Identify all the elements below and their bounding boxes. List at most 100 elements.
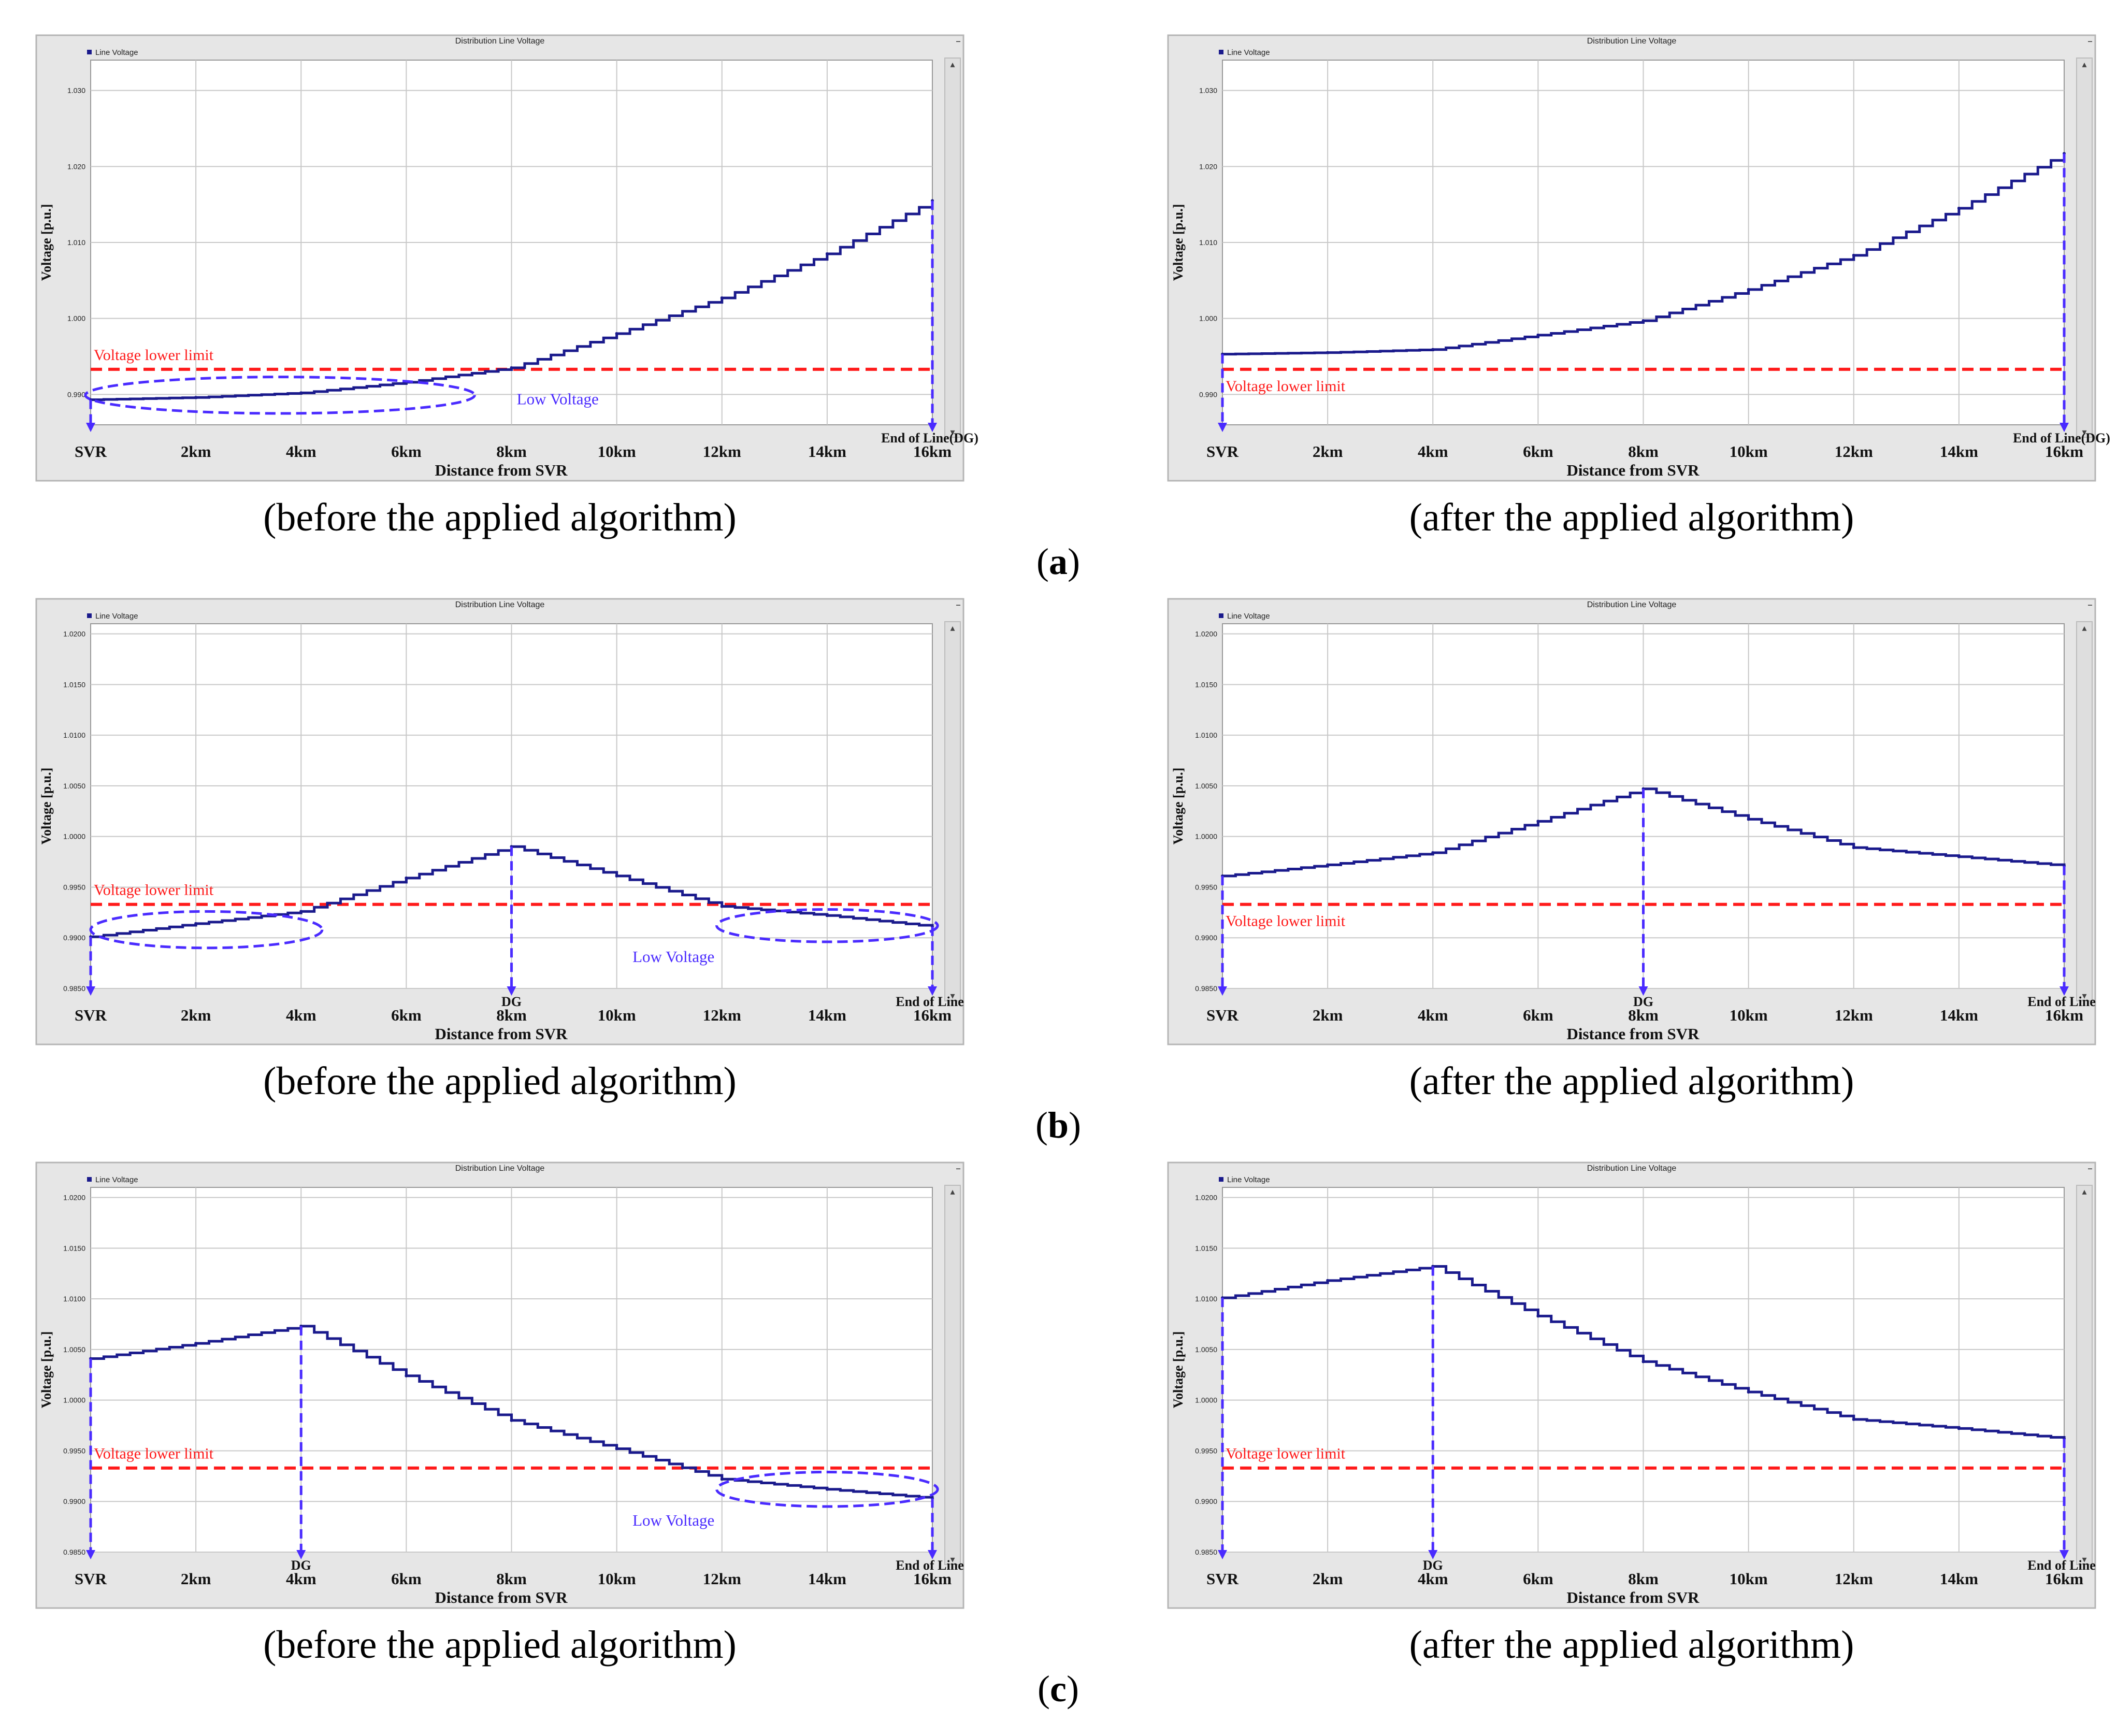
data-point [825, 914, 829, 917]
voltage-lower-limit-label: Voltage lower limit [94, 1445, 214, 1462]
x-tick-label: 10km [598, 1570, 636, 1588]
legend-label: Line Voltage [1227, 1175, 1270, 1184]
data-point [405, 876, 408, 880]
x-tick-label: 14km [1940, 442, 1978, 461]
y-tick-label: 1.030 [1199, 87, 1217, 95]
y-tick-label: 1.0000 [63, 1396, 85, 1404]
x-tick-label: 8km [1628, 1570, 1659, 1588]
minimize-icon: – [2087, 1162, 2093, 1174]
scroll-down-icon: ▾ [950, 427, 955, 438]
chart-panel-a-after: Distribution Line Voltage – Line Voltage ▴ ▾… [1167, 34, 2110, 539]
x-tick-label: 2km [181, 1570, 211, 1588]
data-point [299, 910, 303, 913]
y-tick-label: 0.9900 [63, 934, 85, 942]
x-axis-label: Distance from SVR [1566, 1588, 1700, 1606]
panel-caption: (before the applied algorithm) [263, 496, 737, 539]
window-title: Distribution Line Voltage [455, 37, 545, 46]
data-point [1536, 333, 1540, 337]
legend-swatch [1219, 1177, 1223, 1182]
x-tick-label: SVR [75, 442, 107, 461]
legend-label: Line Voltage [1227, 48, 1270, 57]
marker-arrow-icon [928, 986, 937, 996]
y-tick-label: 1.010 [67, 238, 85, 247]
panel-caption: (before the applied algorithm) [263, 1623, 737, 1667]
y-tick-label: 1.0050 [63, 782, 85, 790]
x-tick-label: 4km [1418, 442, 1448, 461]
y-tick-label: 1.0050 [1195, 782, 1217, 790]
x-tick-label: 14km [808, 1570, 846, 1588]
low-voltage-label: Low Voltage [517, 390, 599, 408]
scroll-down-icon: ▾ [2082, 1554, 2086, 1565]
y-tick-label: 1.0050 [63, 1345, 85, 1354]
scrollbar [944, 1185, 961, 1565]
legend-swatch [1219, 50, 1223, 54]
data-point [299, 391, 303, 395]
scrollbar [944, 621, 961, 1001]
y-tick-label: 1.0000 [63, 833, 85, 841]
x-extra-label: DG [1633, 994, 1653, 1009]
marker-arrow-icon [2060, 1550, 2069, 1559]
y-tick-label: 0.9850 [63, 1548, 85, 1556]
data-point [405, 1374, 408, 1378]
legend-swatch [1219, 613, 1223, 618]
x-extra-label: End of Line [2027, 994, 2096, 1009]
chart-panel-b-after: Distribution Line Voltage – Line Voltage ▴ ▾… [1167, 598, 2096, 1103]
x-tick-label: 2km [1313, 442, 1343, 461]
y-tick-label: 1.0000 [1195, 1396, 1217, 1404]
x-axis-label: Distance from SVR [1566, 1025, 1700, 1043]
x-tick-label: 4km [286, 442, 316, 461]
y-tick-label: 1.0000 [1195, 833, 1217, 841]
y-tick-label: 0.9900 [1195, 1497, 1217, 1505]
row-label-a: (a) [1036, 541, 1080, 582]
minimize-icon: – [956, 1162, 961, 1174]
x-tick-label: 8km [496, 1006, 527, 1024]
x-tick-label: 14km [1940, 1570, 1978, 1588]
window-title: Distribution Line Voltage [1587, 1164, 1677, 1173]
legend-label: Line Voltage [95, 612, 138, 621]
x-axis-label: Distance from SVR [1566, 461, 1700, 479]
data-point [1326, 863, 1330, 867]
legend-label: Line Voltage [95, 48, 138, 57]
marker-arrow-icon [1428, 1550, 1438, 1559]
data-point [1431, 348, 1435, 351]
marker-arrow-icon [2060, 986, 2069, 996]
data-point [194, 1342, 198, 1345]
x-tick-label: 12km [703, 1570, 741, 1588]
y-tick-label: 0.9850 [63, 984, 85, 993]
legend-swatch [87, 613, 92, 618]
voltage-lower-limit-label: Voltage lower limit [1226, 378, 1346, 395]
marker-arrow-icon [928, 1550, 937, 1559]
x-tick-label: SVR [1206, 1006, 1239, 1024]
voltage-lower-limit-label: Voltage lower limit [1226, 913, 1346, 930]
x-tick-label: 16km [913, 442, 952, 461]
minimize-icon: – [2087, 35, 2093, 47]
legend-label: Line Voltage [1227, 612, 1270, 621]
y-tick-label: 0.990 [67, 390, 85, 398]
x-tick-label: 12km [1835, 442, 1873, 461]
x-tick-label: 4km [286, 1006, 316, 1024]
x-tick-label: 16km [2045, 1570, 2083, 1588]
panel-caption: (before the applied algorithm) [263, 1059, 737, 1103]
scrollbar [2076, 58, 2093, 438]
voltage-lower-limit-label: Voltage lower limit [94, 882, 214, 899]
x-tick-label: 4km [1418, 1570, 1448, 1588]
panel-caption: (after the applied algorithm) [1409, 1059, 1854, 1103]
y-tick-label: 0.9900 [63, 1497, 85, 1505]
x-tick-label: SVR [1206, 1570, 1239, 1588]
y-tick-label: 1.0100 [63, 731, 85, 739]
marker-arrow-icon [296, 1550, 306, 1559]
x-tick-label: 6km [1523, 442, 1553, 461]
y-tick-label: 1.020 [1199, 162, 1217, 170]
x-extra-label: DG [1423, 1558, 1443, 1573]
data-point [1536, 820, 1540, 823]
scroll-down-icon: ▾ [950, 1554, 955, 1565]
data-point [1431, 851, 1435, 854]
minimize-icon: – [956, 598, 961, 611]
x-tick-label: SVR [75, 1570, 107, 1588]
y-tick-label: 0.9950 [63, 883, 85, 891]
marker-arrow-icon [2060, 423, 2069, 432]
x-tick-label: 8km [1628, 442, 1659, 461]
x-tick-label: 6km [1523, 1570, 1553, 1588]
low-voltage-ellipse [715, 1471, 939, 1508]
marker-arrow-icon [86, 986, 95, 996]
